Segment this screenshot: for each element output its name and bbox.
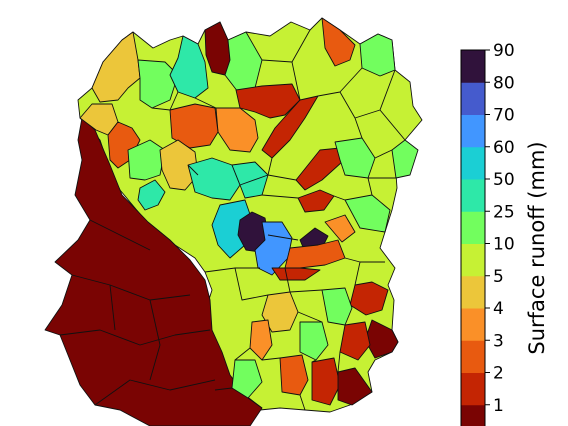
colorbar-swatch-10 (461, 243, 485, 277)
region-c-teal (187, 157, 241, 201)
colorbar-swatch-50 (461, 179, 485, 212)
colorbar-swatch-1 (461, 404, 485, 426)
region-se-orange (324, 214, 356, 243)
region-wm-green (127, 139, 166, 181)
sw-border-5 (109, 284, 161, 381)
region-s-green (299, 321, 329, 361)
colorbar-tick-label: 70 (493, 106, 515, 126)
colorbar-tick-label: 25 (493, 202, 515, 222)
region-c-blue (254, 221, 293, 276)
colorbar-tick-label: 90 (493, 41, 515, 61)
sw-border-1 (71, 274, 191, 301)
region-sw (44, 117, 263, 426)
region-wm-teal (137, 179, 166, 211)
colorbar-tick-label: 3 (493, 331, 504, 351)
region-wm-yellow (159, 139, 199, 191)
region-nw-yellow (91, 31, 141, 103)
colorbar-tick-label: 10 (493, 235, 515, 255)
colorbar-swatch-2 (461, 372, 485, 406)
colorbar-tick-label: 1 (493, 396, 504, 416)
colorbar-swatch-90 (461, 50, 485, 83)
base-borders (151, 29, 406, 411)
region-ne-green (359, 33, 396, 77)
region-cn-red (235, 83, 301, 119)
colorbar: 1 2 3 4 5 10 25 50 60 70 80 90 (460, 41, 515, 426)
colorbar-tick-label: 2 (493, 364, 504, 384)
region-ne-orange (321, 17, 356, 67)
colorbar-tick-label: 50 (493, 170, 515, 190)
region-s-red4 (311, 357, 341, 406)
colorbar-tick-label: 5 (493, 267, 504, 287)
region-s-orange2 (249, 319, 273, 361)
colorbar-tick-label: 80 (493, 73, 515, 93)
colorbar-swatch-5 (461, 275, 485, 309)
colorbar-frame (460, 49, 486, 426)
colorbar-title: Surface runoff (mm) (525, 141, 549, 354)
region-e-red2 (297, 189, 335, 213)
sw-border-4 (89, 219, 151, 251)
region-s-green2 (231, 359, 263, 399)
colorbar-tick-label: 4 (493, 299, 504, 319)
region-nw-green (137, 59, 179, 109)
region-cn-orange1 (215, 107, 259, 153)
region-e-green2 (344, 194, 391, 233)
colorbar-swatch-70 (461, 114, 485, 148)
colorbar-swatch-3 (461, 340, 485, 373)
region-cn-orange2 (169, 103, 219, 149)
region-s-red (271, 267, 321, 281)
colorbar-swatch-4 (461, 308, 485, 341)
colorbar-tick-label: 60 (493, 138, 515, 158)
map-regions (44, 17, 423, 426)
sw-border-2 (59, 329, 211, 346)
colorbar-swatch-80 (461, 82, 485, 115)
region-se-red3 (339, 321, 371, 361)
colorbar-swatch-60 (461, 146, 485, 180)
region-se-green (321, 287, 353, 326)
region-s-orange3 (279, 354, 309, 396)
region-ne-green2 (391, 139, 419, 179)
region-s-darkred (337, 367, 373, 406)
sw-border-3 (94, 379, 216, 406)
region-ne-red (261, 95, 319, 159)
colorbar-swatch-25 (461, 211, 485, 244)
region-c-cyan (211, 199, 253, 259)
